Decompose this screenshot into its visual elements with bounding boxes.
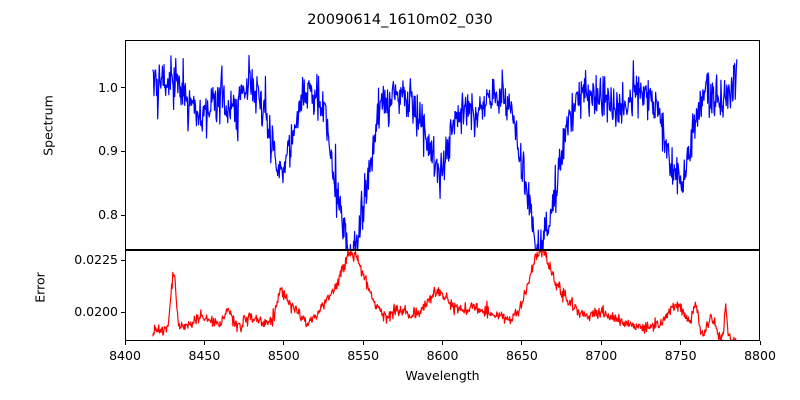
- spectrum-plot-panel: [125, 40, 760, 250]
- error-ytick-0.0225: [121, 259, 125, 261]
- xtick-label-8400: 8400: [109, 348, 141, 363]
- xtick-label-8800: 8800: [744, 348, 776, 363]
- xtick-8600: [442, 341, 444, 345]
- xtick-label-8700: 8700: [585, 348, 618, 363]
- spectrum-trace-svg: [152, 54, 738, 249]
- x-axis-label: Wavelength: [405, 368, 480, 383]
- xtick-label-8750: 8750: [664, 348, 697, 363]
- spectrum-ytick-label-0.9: 0.9: [98, 143, 118, 159]
- error-plot-panel: [125, 250, 760, 341]
- xtick-label-8450: 8450: [188, 348, 221, 363]
- spectrum-ytick-label-1: 1.0: [98, 79, 118, 95]
- xtick-label-8550: 8550: [347, 348, 380, 363]
- xtick-8750: [680, 341, 682, 345]
- spectrum-ytick-0.9: [121, 150, 125, 152]
- xtick-8700: [600, 341, 602, 345]
- xtick-label-8650: 8650: [505, 348, 538, 363]
- xtick-8450: [203, 341, 205, 345]
- error-ytick-0.02: [121, 311, 125, 313]
- spectrum-ytick-0.8: [121, 214, 125, 216]
- xtick-8650: [521, 341, 523, 345]
- spectrum-ytick-1: [121, 87, 125, 89]
- spectrum-data-line: [152, 54, 738, 249]
- error-y-axis-label: Error: [32, 272, 48, 303]
- error-ytick-label-0.02: 0.0200: [74, 304, 118, 320]
- xtick-8400: [124, 341, 126, 345]
- spectrum-y-axis-label: Spectrum: [40, 95, 56, 156]
- xtick-8800: [759, 341, 761, 345]
- error-data-line: [152, 251, 737, 340]
- xtick-label-8500: 8500: [267, 348, 300, 363]
- page-title: 20090614_1610m02_030: [307, 12, 493, 28]
- xtick-8550: [362, 341, 364, 345]
- spectrum-ytick-label-0.8: 0.8: [98, 207, 118, 222]
- error-trace-svg: [152, 251, 737, 340]
- error-ytick-label-0.0225: 0.0225: [74, 252, 118, 268]
- xtick-label-8600: 8600: [426, 348, 459, 363]
- xtick-8500: [283, 341, 285, 345]
